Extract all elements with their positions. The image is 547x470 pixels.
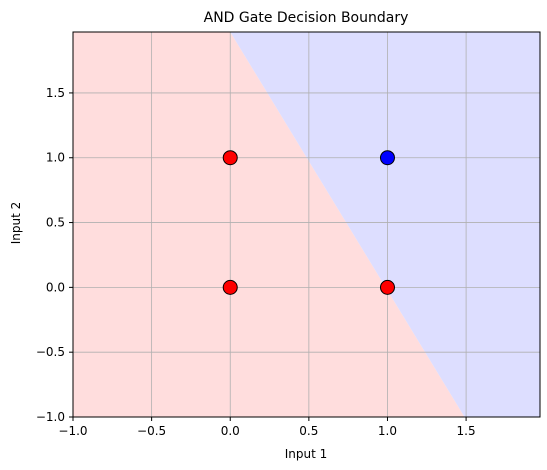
x-tick-label: −0.5	[137, 424, 166, 438]
axes-frame	[72, 31, 541, 418]
data-point-class-0	[379, 279, 395, 295]
data-points	[222, 150, 395, 295]
y-tick-label: −0.5	[36, 345, 65, 359]
grid-lines	[72, 32, 540, 418]
data-point-class-0	[222, 150, 238, 166]
plot-area	[72, 32, 540, 418]
y-tick-label: 0.5	[46, 216, 65, 230]
class-1-region	[230, 32, 540, 417]
x-tick-label: 0.0	[221, 424, 240, 438]
class-0-region	[73, 32, 465, 417]
chart-title: AND Gate Decision Boundary	[204, 10, 409, 26]
data-point-class-0	[222, 279, 238, 295]
x-tick-label: 1.5	[457, 424, 476, 438]
y-tick-label: −1.0	[36, 410, 65, 424]
y-tick-label: 0.0	[46, 280, 65, 294]
y-tick-label: 1.0	[46, 151, 65, 165]
x-axis-ticks: −1.0 −0.5 0.0 0.5 1.0 1.5	[58, 417, 476, 438]
y-axis-label: Input 2	[9, 202, 23, 245]
x-axis-label: Input 1	[285, 447, 328, 461]
x-tick-label: 0.5	[299, 424, 318, 438]
x-tick-label: 1.0	[378, 424, 397, 438]
y-axis-ticks: −1.0 −0.5 0.0 0.5 1.0 1.5	[36, 86, 73, 424]
x-tick-label: −1.0	[58, 424, 87, 438]
data-point-class-1	[379, 150, 395, 166]
y-tick-label: 1.5	[46, 86, 65, 100]
